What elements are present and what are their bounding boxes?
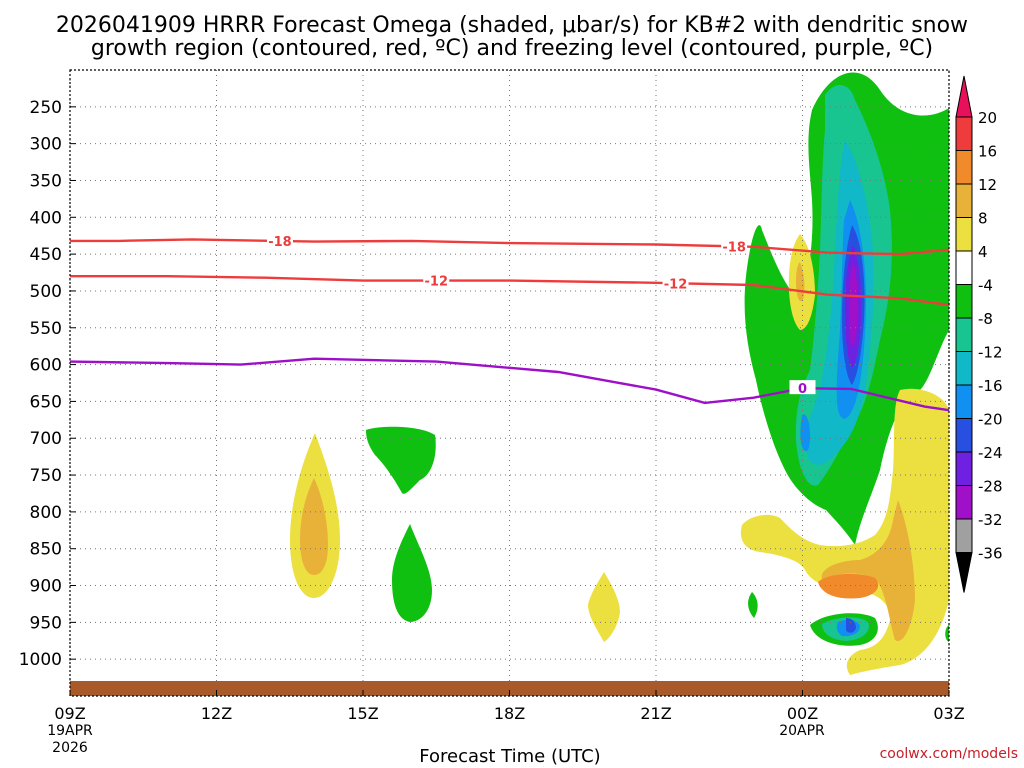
omega-region-green-right-low	[945, 625, 949, 642]
y-tick-label: 900	[30, 577, 62, 597]
colorbar-bottom-arrow	[955, 552, 973, 593]
colorbar-label: -28	[978, 478, 1003, 496]
colorbar-label: -8	[978, 310, 993, 328]
colorbar-label: 16	[978, 143, 997, 161]
chart-title-line1: 2026041909 HRRR Forecast Omega (shaded, …	[56, 13, 968, 38]
contour-label-bg	[662, 275, 689, 290]
x-year-start: 2026	[52, 740, 88, 756]
x-tick-label: 12Z	[201, 704, 232, 723]
omega-region-green-16z	[392, 524, 432, 622]
colorbar-swatch	[955, 384, 973, 419]
colorbar-label: -4	[978, 277, 993, 295]
colorbar-swatch	[955, 183, 973, 218]
omega-region-orange-lower-right	[821, 500, 915, 641]
contour-label: 0	[798, 382, 807, 397]
colorbar-swatch	[955, 116, 973, 151]
y-tick-label: 750	[30, 466, 62, 486]
omega-region-darkorange-lower-right	[818, 573, 879, 599]
y-tick-label: 850	[30, 540, 62, 560]
y-tick-label: 450	[30, 245, 62, 265]
omega-region-small-blue-left	[800, 414, 810, 451]
y-tick-label: 500	[30, 282, 62, 302]
colorbar: 20 16 12 8 4 -4 -8 -12 -16 -20 -24 -28 -32 -36	[955, 75, 1003, 593]
omega-region-green-small	[748, 592, 758, 618]
x-axis: 09Z 12Z 15Z 18Z 21Z 00Z 03Z	[54, 690, 965, 723]
colorbar-swatch	[955, 284, 973, 319]
x-tick-label: 03Z	[933, 704, 964, 723]
y-tick-label: 700	[30, 429, 62, 449]
contour-dgz-minus12	[70, 275, 950, 307]
colorbar-label: 12	[978, 176, 997, 194]
contour-label: -18	[722, 240, 746, 255]
colorbar-label: -16	[978, 377, 1003, 395]
colorbar-label: -24	[978, 444, 1003, 462]
y-tick-label: 400	[30, 208, 62, 228]
y-tick-label: 600	[30, 356, 62, 376]
colorbar-swatch	[955, 518, 973, 553]
colorbar-label: 4	[978, 243, 988, 261]
x-date-start: 19APR	[47, 723, 93, 739]
y-tick-label: 250	[30, 98, 62, 118]
colorbar-swatch	[955, 485, 973, 520]
colorbar-swatch	[955, 150, 973, 185]
colorbar-swatch	[955, 351, 973, 386]
terrain-bar	[70, 681, 949, 696]
y-tick-label: 800	[30, 503, 62, 523]
site-credit: coolwx.com/models	[880, 746, 1018, 762]
x-tick-label: 00Z	[787, 704, 818, 723]
y-tick-label: 1000	[19, 650, 62, 670]
contour-label: -12	[664, 277, 688, 292]
contour-label: -12	[425, 275, 449, 290]
x-tick-label: 18Z	[494, 704, 525, 723]
contours: -18 -18 -12 -12 0	[69, 232, 950, 412]
omega-region-orange-14z	[300, 478, 328, 575]
contour-label-bg	[423, 272, 450, 287]
x-tick-label: 15Z	[347, 704, 378, 723]
y-tick-label: 350	[30, 171, 62, 191]
x-axis-label: Forecast Time (UTC)	[419, 746, 600, 767]
omega-region-purple-core	[849, 262, 858, 347]
colorbar-top-arrow	[955, 75, 973, 118]
x-date-mid: 20APR	[779, 723, 825, 739]
colorbar-label: -20	[978, 411, 1003, 429]
y-tick-label: 300	[30, 135, 62, 155]
omega-shading	[290, 72, 949, 675]
y-axis: 250 300 350 400 450 500 550 600 650 700 750 800 850 9…	[19, 98, 76, 670]
y-tick-label: 550	[30, 319, 62, 339]
omega-region-green-15z	[366, 426, 436, 494]
colorbar-label: -12	[978, 344, 1003, 362]
contour-freezing-level	[69, 357, 950, 412]
x-tick-label: 21Z	[640, 704, 671, 723]
omega-region-yellow-20z	[588, 572, 620, 642]
contour-label-bg	[266, 232, 293, 247]
contour-label-bg	[789, 380, 816, 395]
y-tick-label: 950	[30, 613, 62, 633]
colorbar-label: 8	[978, 210, 988, 228]
omega-region-lowlevel-darkblue	[846, 618, 856, 633]
colorbar-label: -36	[978, 545, 1003, 563]
contour-label: -18	[268, 235, 292, 250]
colorbar-swatch	[955, 317, 973, 352]
colorbar-swatch	[955, 418, 973, 453]
colorbar-label: 20	[978, 109, 997, 127]
x-tick-label: 09Z	[54, 704, 85, 723]
colorbar-swatch	[955, 217, 973, 252]
y-tick-label: 650	[30, 392, 62, 412]
colorbar-swatch	[955, 250, 973, 285]
chart-title-line2: growth region (contoured, red, ºC) and f…	[91, 36, 933, 61]
contour-dgz-minus18	[70, 238, 950, 256]
contour-label-bg	[721, 238, 748, 253]
colorbar-swatch	[955, 451, 973, 486]
colorbar-label: -32	[978, 511, 1003, 529]
